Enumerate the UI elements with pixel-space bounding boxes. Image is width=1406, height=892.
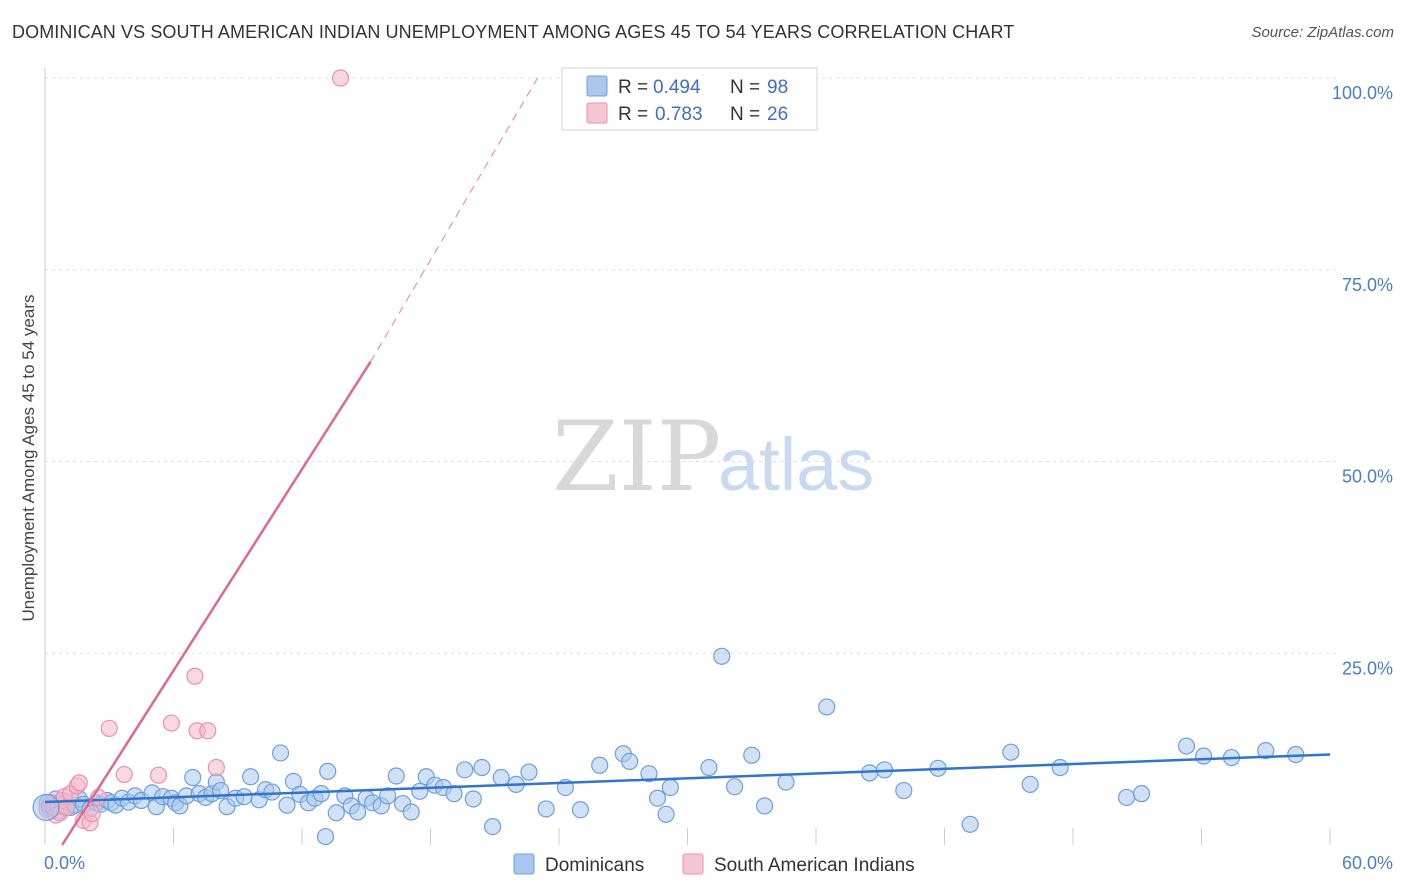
dominican-point (1257, 742, 1275, 760)
legend-n-value-2: 26 (767, 104, 788, 125)
legend-n-label-2: N = (730, 104, 760, 125)
y-axis-title: Unemployment Among Ages 45 to 54 years (19, 295, 38, 622)
dominican-point (312, 785, 330, 803)
y-tick-label: 100.0% (1332, 83, 1393, 103)
south-american-indian-point (83, 804, 101, 823)
dominican-point (319, 762, 337, 780)
south-american-indian-point (199, 722, 217, 740)
legend-swatch-blue (586, 75, 608, 97)
dominican-point (387, 767, 405, 785)
dominican-point (263, 783, 281, 801)
dominican-point (464, 790, 482, 808)
bottom-legend-dominicans: Dominicans (545, 855, 644, 876)
dominican-point (1021, 775, 1039, 794)
bottom-legend: Dominicans South American Indians (513, 853, 915, 876)
dominican-point (537, 800, 555, 818)
dominican-point (648, 789, 667, 807)
dominican-point (520, 763, 538, 781)
legend-r-value-2: 0.783 (655, 104, 703, 125)
watermark-atlas: atlas (718, 423, 874, 506)
y-tick-label: 75.0% (1342, 275, 1393, 295)
south-american-indian-point (207, 758, 225, 777)
south-american-indian-point (186, 667, 204, 685)
dominican-trend-line (44, 753, 1331, 804)
dominican-point (1002, 743, 1020, 761)
south-american-indian-point (115, 765, 133, 784)
dominican-point (349, 803, 367, 821)
watermark-zip: ZIP (552, 401, 721, 513)
dominican-point (271, 744, 290, 762)
x-tick-label: 60.0% (1342, 853, 1393, 873)
dominican-point (235, 788, 253, 806)
y-tick-label: 25.0% (1342, 658, 1393, 678)
dominican-point (743, 746, 761, 764)
dominican-point (1051, 758, 1069, 777)
trend-layer (44, 77, 1331, 846)
dominican-point (1177, 737, 1196, 755)
dominican-point (484, 817, 502, 836)
south-american-indian-trend-line (61, 361, 372, 846)
south-american-indian-point (100, 719, 118, 738)
dominican-point (571, 801, 590, 819)
dominican-point (591, 756, 609, 774)
dominican-point (1195, 747, 1213, 765)
dominican-point (327, 804, 345, 822)
dominican-point (661, 778, 679, 797)
dominican-point (621, 752, 639, 770)
dominican-point (755, 797, 774, 815)
dominican-point (379, 787, 397, 805)
dominican-point (713, 647, 731, 665)
dominican-point (961, 815, 979, 833)
legend-swatch-pink (586, 102, 608, 124)
top-legend: R = 0.494 N = 98 R = 0.783 N = 26 (561, 67, 818, 131)
legend-r-value-1: 0.494 (653, 77, 701, 98)
dominican-point (1132, 785, 1151, 803)
dominican-point (316, 827, 335, 846)
south-american-indian-point (331, 69, 350, 87)
dominican-point (657, 805, 675, 823)
dominican-point (402, 803, 420, 821)
dominican-point (184, 768, 202, 787)
legend-r-label-2: R = (618, 104, 648, 125)
dominican-point (242, 768, 260, 786)
dominican-point (456, 761, 474, 779)
south-american-indian-point (149, 766, 168, 784)
south-american-indian-trend-extension (370, 77, 539, 363)
dominican-point (492, 768, 510, 787)
source-label: Source: ZipAtlas.com (1251, 24, 1394, 41)
south-american-indian-point (162, 714, 180, 732)
dominican-point (473, 758, 491, 777)
dominican-point (777, 773, 795, 791)
dominican-point (278, 796, 296, 814)
dominican-point (818, 698, 836, 716)
dominican-cluster-point (32, 793, 60, 822)
dominican-point (895, 781, 913, 800)
axis-layer (44, 68, 1331, 845)
south-american-indian-point (70, 774, 88, 792)
bottom-legend-swatch-dominicans (513, 853, 535, 875)
dominican-point (1117, 788, 1136, 807)
dominican-point (640, 765, 658, 783)
bottom-legend-swatch-south-american-indians (682, 853, 704, 875)
dominican-point (411, 782, 429, 800)
legend-n-value-1: 98 (767, 77, 788, 98)
legend-n-label-1: N = (730, 77, 760, 98)
ticks-layer: 25.0% 50.0% 75.0% 100.0% 0.0% 60.0% (44, 83, 1393, 873)
chart-title: DOMINICAN VS SOUTH AMERICAN INDIAN UNEMP… (12, 22, 1015, 42)
x-tick-label: 0.0% (44, 853, 85, 873)
dominican-point (726, 778, 744, 796)
bottom-legend-south-american-indians: South American Indians (714, 855, 915, 876)
legend-r-label-1: R = (618, 77, 648, 98)
dominican-point (445, 785, 463, 803)
y-tick-label: 50.0% (1342, 467, 1393, 487)
dominican-point (700, 758, 718, 777)
